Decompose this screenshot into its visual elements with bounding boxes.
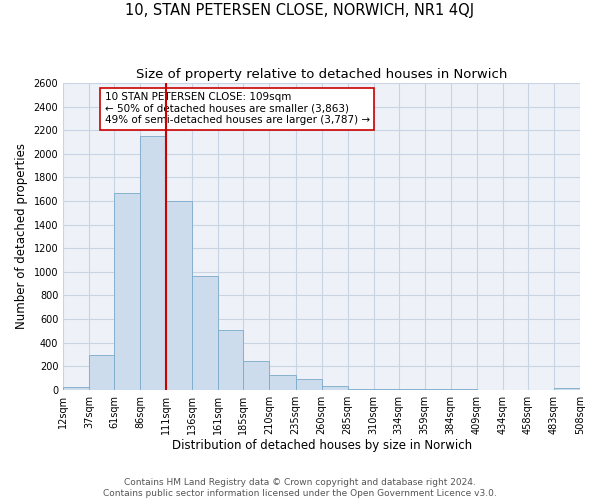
Bar <box>140 136 166 390</box>
Y-axis label: Number of detached properties: Number of detached properties <box>15 144 28 330</box>
Bar <box>218 330 244 390</box>
Bar <box>269 375 296 390</box>
Bar <box>374 389 398 390</box>
Text: 10, STAN PETERSEN CLOSE, NORWICH, NR1 4QJ: 10, STAN PETERSEN CLOSE, NORWICH, NR1 4Q… <box>125 2 475 18</box>
Bar <box>322 386 347 390</box>
Bar <box>347 388 374 390</box>
Bar <box>114 192 140 390</box>
Bar <box>63 388 89 390</box>
Bar <box>554 388 580 390</box>
Bar <box>296 378 322 390</box>
Bar <box>193 276 218 390</box>
Title: Size of property relative to detached houses in Norwich: Size of property relative to detached ho… <box>136 68 507 80</box>
Bar <box>244 361 269 390</box>
Text: 10 STAN PETERSEN CLOSE: 109sqm
← 50% of detached houses are smaller (3,863)
49% : 10 STAN PETERSEN CLOSE: 109sqm ← 50% of … <box>104 92 370 126</box>
X-axis label: Distribution of detached houses by size in Norwich: Distribution of detached houses by size … <box>172 440 472 452</box>
Text: Contains HM Land Registry data © Crown copyright and database right 2024.
Contai: Contains HM Land Registry data © Crown c… <box>103 478 497 498</box>
Bar <box>89 355 114 390</box>
Bar <box>166 201 193 390</box>
